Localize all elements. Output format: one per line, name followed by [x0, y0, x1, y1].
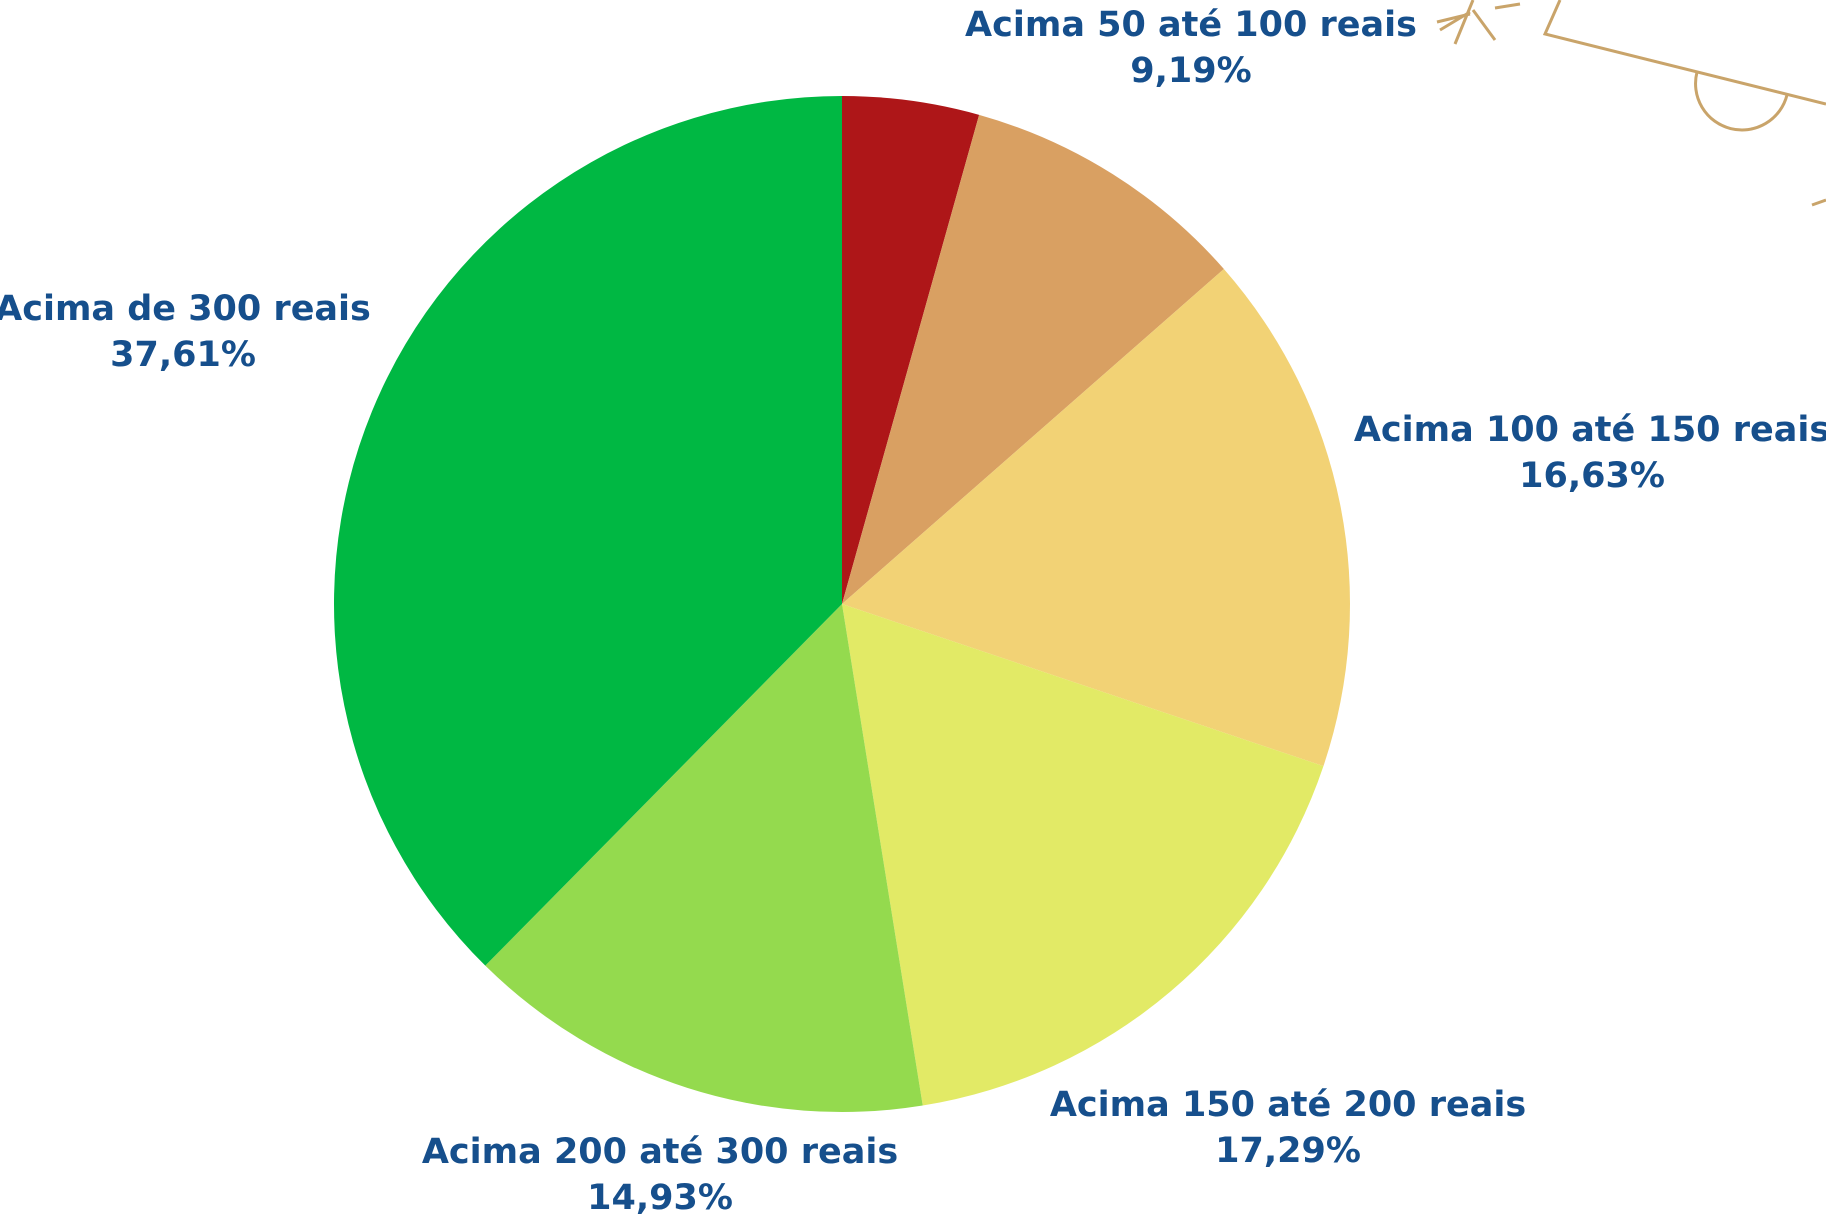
pie-slice [334, 96, 842, 966]
slice-label: Acima 50 até 100 reais [965, 5, 1417, 45]
pie-slice [485, 604, 923, 1112]
slice-label: Acima 200 até 300 reais [422, 1132, 898, 1172]
decoration-arc [1694, 71, 1789, 132]
pie-slice [842, 269, 1350, 767]
pie-slice [842, 114, 1224, 604]
slice-value-label: 9,19% [1130, 51, 1251, 91]
slice-label: Acima 100 até 150 reais [1354, 410, 1826, 450]
slice-value-label: 16,63% [1519, 456, 1665, 496]
decoration-mark [1811, 198, 1826, 207]
slice-label: Acima 150 até 200 reais [1050, 1085, 1526, 1125]
slice-label: Acima de 300 reais [0, 289, 371, 329]
pie-slice [842, 96, 980, 604]
decoration [1436, 0, 1826, 207]
slice-value-label: 17,29% [1215, 1131, 1361, 1171]
slice-value-label: 37,61% [110, 335, 256, 375]
decoration-frame [1542, 0, 1826, 106]
pie-slice [842, 604, 1324, 1106]
decoration-star [1436, 0, 1521, 45]
slice-value-label: 14,93% [587, 1178, 733, 1218]
